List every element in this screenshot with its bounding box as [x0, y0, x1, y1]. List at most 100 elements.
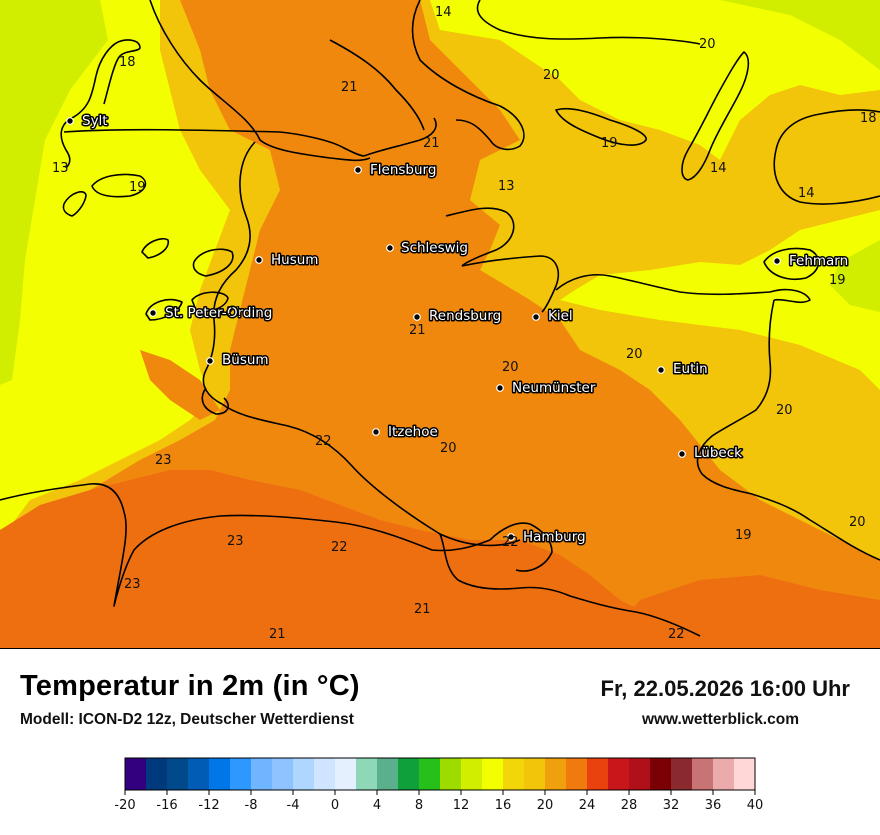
city-dot [496, 384, 504, 392]
legend-tick-label: 24 [579, 798, 596, 813]
value-label: 20 [543, 68, 560, 83]
city-label: St. Peter-Ording [165, 305, 272, 321]
city-buesum: Büsum [206, 351, 270, 370]
value-label: 20 [502, 360, 519, 375]
value-label: 20 [626, 347, 643, 362]
value-labels: 14 20 18 20 21 18 21 19 13 19 14 13 14 2… [52, 5, 877, 642]
city-neumuenster: Neumünster [496, 379, 597, 398]
field-13-14-northeast [720, 0, 880, 70]
legend-tick-label: 36 [705, 798, 722, 813]
city-label: Flensburg [370, 162, 436, 178]
legend-border [124, 757, 756, 791]
legend-tick-label: 16 [495, 798, 512, 813]
legend-swatch [671, 758, 693, 790]
city-dot [372, 428, 380, 436]
value-label: 20 [699, 37, 716, 52]
value-label: 21 [423, 136, 440, 151]
city-hamburg: Hamburg [507, 528, 587, 547]
color-legend: -20 -16 -12 -8 -4 0 4 8 12 16 20 24 28 32 36 40 [0, 740, 880, 830]
city-dot [532, 313, 540, 321]
city-sylt: Sylt [66, 112, 109, 131]
value-label: 22 [668, 627, 685, 642]
legend-swatch [587, 758, 609, 790]
city-dot [206, 357, 214, 365]
legend-swatch [293, 758, 315, 790]
city-label: Eutin [673, 361, 708, 377]
legend-swatch [713, 758, 735, 790]
legend-tick-label: 4 [373, 798, 381, 813]
legend-swatch [398, 758, 420, 790]
legend-tick-label: 0 [331, 798, 339, 813]
city-itzehoe: Itzehoe [372, 423, 439, 442]
legend-swatch [209, 758, 231, 790]
temperature-map: Sylt Flensburg Schleswig Husum Fehmarn S… [0, 0, 880, 649]
city-dot [657, 366, 665, 374]
city-label: Husum [271, 252, 318, 268]
city-dot [386, 244, 394, 252]
legend-scale: -20 -16 -12 -8 -4 0 4 8 12 16 20 24 28 32 36 40 [114, 757, 764, 813]
legend-tick-label: -12 [198, 798, 219, 813]
legend-tick-label: -20 [114, 798, 135, 813]
legend-tick-label: 32 [663, 798, 680, 813]
city-label: Schleswig [401, 240, 468, 256]
legend-tick-label: 28 [621, 798, 638, 813]
legend-tick-label: 40 [747, 798, 764, 813]
legend-swatch [692, 758, 714, 790]
field-20-21-northwest-coast [140, 350, 220, 420]
value-label: 22 [502, 535, 519, 550]
legend-swatch [335, 758, 357, 790]
value-label: 20 [440, 441, 457, 456]
website-link[interactable]: www.wetterblick.com [641, 711, 799, 728]
value-label: 14 [435, 5, 452, 20]
city-dot [149, 309, 157, 317]
value-label: 22 [331, 540, 348, 555]
value-label: 23 [124, 577, 141, 592]
legend-tick-label: 8 [415, 798, 423, 813]
city-dot [413, 313, 421, 321]
value-label: 19 [829, 273, 846, 288]
value-label: 14 [798, 186, 815, 201]
legend-swatch [482, 758, 504, 790]
value-label: 23 [155, 453, 172, 468]
city-label: Sylt [82, 113, 108, 129]
legend-swatch [524, 758, 546, 790]
legend-swatch [125, 758, 147, 790]
map-canvas: Sylt Flensburg Schleswig Husum Fehmarn S… [0, 0, 880, 648]
city-rendsburg: Rendsburg [413, 307, 503, 326]
city-dot [66, 117, 74, 125]
legend-swatch [146, 758, 168, 790]
legend-swatch [419, 758, 441, 790]
value-label: 20 [776, 403, 793, 418]
city-label: Büsum [222, 352, 269, 368]
legend-swatch [650, 758, 672, 790]
city-st-peter-ording: St. Peter-Ording [149, 304, 274, 323]
value-label: 20 [849, 515, 866, 530]
legend-swatch [314, 758, 336, 790]
legend-swatch [545, 758, 567, 790]
value-label: 21 [341, 80, 358, 95]
value-label: 19 [129, 180, 146, 195]
value-label: 14 [710, 161, 727, 176]
value-label: 23 [227, 534, 244, 549]
city-label: Hamburg [523, 529, 586, 545]
legend-swatch [377, 758, 399, 790]
coastlines [0, 0, 880, 637]
value-label: 18 [119, 55, 136, 70]
field-22-23-south [600, 575, 880, 648]
city-flensburg: Flensburg [354, 161, 438, 180]
city-dot [773, 257, 781, 265]
model-info: Modell: ICON-D2 12z, Deutscher Wetterdie… [20, 711, 354, 728]
legend-swatch [272, 758, 294, 790]
city-dot [507, 533, 515, 541]
legend-swatch [167, 758, 189, 790]
legend-tick-label: -4 [287, 798, 300, 813]
city-schleswig: Schleswig [386, 239, 470, 258]
legend-swatch [461, 758, 483, 790]
city-label: Rendsburg [429, 308, 501, 324]
legend-swatch [503, 758, 525, 790]
legend-swatch [356, 758, 378, 790]
city-label: Lübeck [694, 445, 742, 461]
legend-tick-label: -16 [156, 798, 177, 813]
field-22-23 [0, 470, 720, 648]
value-label: 21 [226, 305, 243, 320]
